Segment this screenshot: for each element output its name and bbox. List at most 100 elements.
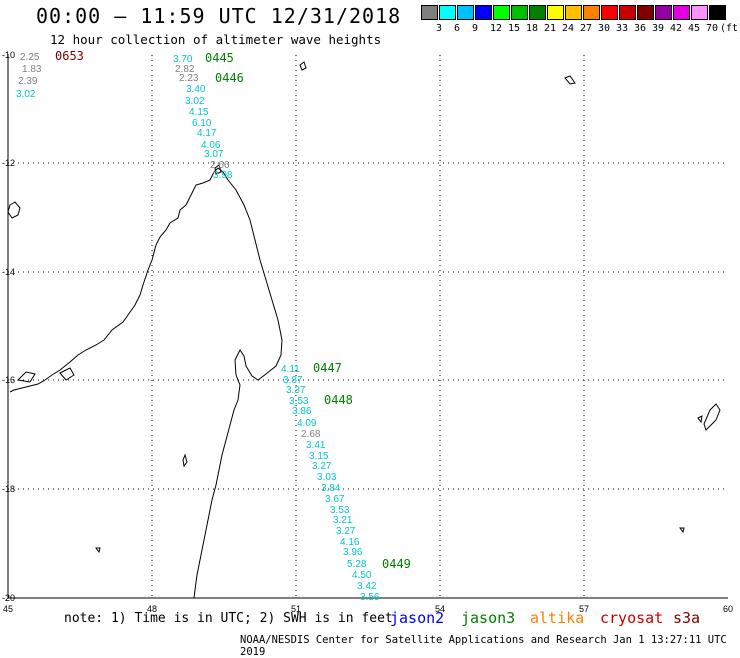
scale-swatch: [475, 5, 492, 20]
swh-value-label: 3.03: [317, 472, 337, 483]
swh-value-label: 3.67: [325, 494, 345, 505]
scale-label: 12: [490, 23, 503, 34]
swh-value-label: 4.50: [352, 570, 372, 581]
swh-value-label: 2.23: [179, 73, 199, 84]
swh-value-label: 3.53: [289, 396, 309, 407]
scale-swatch: [439, 5, 456, 20]
scale-swatch: [655, 5, 672, 20]
scale-swatch: [619, 5, 636, 20]
swh-value-label: 3.27: [312, 461, 332, 472]
scale-label: 30: [598, 23, 611, 34]
latitude-label: -18: [2, 484, 15, 494]
swh-value-label: 3.07: [204, 149, 224, 160]
swh-value-label: 4.17: [197, 128, 217, 139]
scale-label: 6: [454, 23, 461, 34]
map-title: 00:00 – 11:59 UTC 12/31/2018: [36, 4, 402, 28]
swh-value-label: 4.11: [281, 364, 300, 375]
legend-altika: altika: [530, 609, 585, 627]
swh-value-label: 2.82: [175, 64, 195, 75]
scale-swatch: [547, 5, 564, 20]
longitude-label: 45: [3, 604, 13, 614]
swh-value-label: 4.15: [189, 107, 209, 118]
scale-swatch: [691, 5, 708, 20]
pass-time-label: 0653: [55, 49, 84, 63]
swh-value-label: 3.70: [173, 54, 193, 65]
swh-value-label: 3.15: [309, 451, 329, 462]
swh-value-label: 3.40: [186, 84, 206, 95]
swh-value-label: 2.68: [301, 429, 321, 440]
pass-time-label: 0446: [215, 71, 244, 85]
swh-value-label: 2.66: [210, 160, 230, 171]
scale-swatch: [421, 5, 438, 20]
swh-value-label: 2.39: [18, 76, 38, 87]
scale-label: 18: [526, 23, 539, 34]
swh-value-label: 3.21: [333, 515, 353, 526]
latitude-label: -16: [2, 375, 15, 385]
longitude-label: 60: [723, 604, 733, 614]
swh-value-label: 4.16: [340, 537, 360, 548]
legend-jason2: jason2: [390, 609, 445, 627]
pass-time-label: 0448: [324, 393, 353, 407]
swh-value-label: 3.56: [360, 592, 380, 603]
latitude-label: -12: [2, 158, 15, 168]
pass-time-label: 0445: [205, 51, 234, 65]
swh-value-label: 3.27: [336, 526, 356, 537]
scale-label: 33: [616, 23, 629, 34]
scale-swatch: [457, 5, 474, 20]
scale-label: 70: [706, 23, 719, 34]
longitude-label: 48: [147, 604, 157, 614]
legend-cryosat: cryosat: [600, 609, 664, 627]
scale-swatch: [529, 5, 546, 20]
swh-track-labels: 2.251.832.39 3.02 0653 3.702.82 0445 2.233.40…: [16, 49, 411, 603]
swh-value-label: 3.86: [292, 406, 312, 417]
map-subtitle: 12 hour collection of altimeter wave hei…: [50, 32, 382, 47]
swh-value-label: 1.83: [22, 64, 42, 75]
scale-swatch: [511, 5, 528, 20]
credit-line: NOAA/NESDIS Center for Satellite Applica…: [240, 634, 727, 658]
longitude-label: 57: [579, 604, 589, 614]
scale-swatch: [565, 5, 582, 20]
swh-value-label: 4.06: [201, 140, 221, 151]
swh-value-label: 3.41: [306, 440, 326, 451]
latitude-label: -10: [2, 50, 15, 60]
scale-label: 24: [562, 23, 575, 34]
scale-swatch: [673, 5, 690, 20]
scale-swatch: [709, 5, 726, 20]
swh-value-label: 3.84: [321, 483, 341, 494]
scale-swatch: [637, 5, 654, 20]
swh-value-label: 2.25: [20, 52, 40, 63]
swh-value-label: 3.02: [16, 89, 36, 100]
scale-label: 9: [472, 23, 479, 34]
swh-value-label: 6.10: [192, 118, 212, 129]
scale-label: (ft): [720, 23, 740, 34]
scale-label: 3: [436, 23, 443, 34]
legend-s3a: s3a: [673, 609, 701, 627]
pass-time-label: 0449: [382, 557, 411, 571]
swh-value-label: 3.53: [330, 505, 350, 516]
scale-label: 42: [670, 23, 683, 34]
latitude-label: -14: [2, 267, 15, 277]
scale-label: 15: [508, 23, 521, 34]
longitude-label: 54: [435, 604, 445, 614]
coastline: [7, 61, 721, 599]
swh-value-label: 3.02: [185, 96, 205, 107]
scale-label: 36: [634, 23, 647, 34]
scale-swatch: [583, 5, 600, 20]
scale-label: 39: [652, 23, 665, 34]
scale-swatch: [601, 5, 618, 20]
latitude-label: -20: [2, 593, 15, 603]
swh-value-label: 3.87: [283, 375, 303, 386]
swh-value-label: 3.42: [357, 581, 377, 592]
footnote: note: 1) Time is in UTC; 2) SWH is in fe…: [64, 611, 393, 626]
swh-value-label: 5.28: [347, 559, 367, 570]
swh-value-label: 3.98: [213, 170, 233, 181]
longitude-label: 51: [291, 604, 301, 614]
swh-value-label: 4.09: [297, 418, 317, 429]
pass-time-label: 0447: [313, 361, 342, 375]
scale-label: 27: [580, 23, 593, 34]
swh-value-label: 3.96: [343, 547, 363, 558]
scale-swatch: [493, 5, 510, 20]
